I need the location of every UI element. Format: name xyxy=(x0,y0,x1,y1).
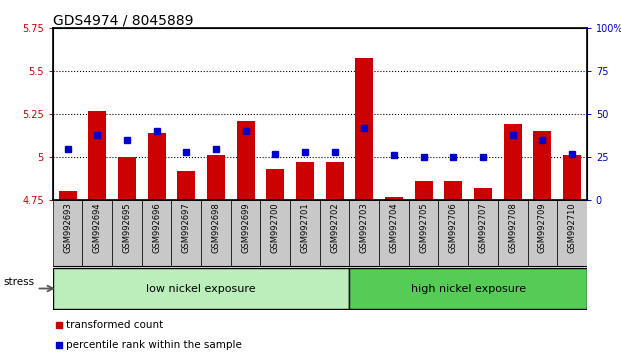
Bar xyxy=(171,200,201,267)
Text: GSM992701: GSM992701 xyxy=(301,203,309,253)
Bar xyxy=(350,268,587,309)
Bar xyxy=(438,200,468,267)
Bar xyxy=(563,155,581,200)
Bar xyxy=(326,162,343,200)
Text: GDS4974 / 8045889: GDS4974 / 8045889 xyxy=(53,13,193,27)
Bar xyxy=(178,171,195,200)
Bar xyxy=(385,196,403,200)
Text: GSM992707: GSM992707 xyxy=(479,203,487,253)
Text: GSM992706: GSM992706 xyxy=(449,203,458,253)
Bar xyxy=(527,200,557,267)
Bar xyxy=(231,200,260,267)
Bar xyxy=(118,157,136,200)
Bar xyxy=(201,200,231,267)
Bar xyxy=(533,131,551,200)
Bar xyxy=(350,200,379,267)
Text: GSM992705: GSM992705 xyxy=(419,203,428,253)
Bar xyxy=(557,200,587,267)
Bar xyxy=(53,200,83,267)
Text: high nickel exposure: high nickel exposure xyxy=(410,284,526,293)
Bar xyxy=(142,200,171,267)
Bar xyxy=(53,268,350,309)
Text: GSM992700: GSM992700 xyxy=(271,203,280,253)
Bar xyxy=(379,200,409,267)
Bar xyxy=(320,200,350,267)
Bar xyxy=(290,200,320,267)
Bar xyxy=(207,155,225,200)
Bar xyxy=(445,181,462,200)
Bar xyxy=(474,188,492,200)
Bar xyxy=(468,200,498,267)
Bar xyxy=(409,200,438,267)
Bar xyxy=(498,200,527,267)
Text: GSM992709: GSM992709 xyxy=(538,203,547,253)
Text: GSM992697: GSM992697 xyxy=(182,203,191,253)
Text: GSM992694: GSM992694 xyxy=(93,203,102,253)
Text: GSM992699: GSM992699 xyxy=(241,203,250,253)
Bar xyxy=(237,121,255,200)
Bar xyxy=(415,181,433,200)
Text: transformed count: transformed count xyxy=(66,320,163,330)
Bar xyxy=(59,192,76,200)
Bar xyxy=(260,200,290,267)
Text: GSM992710: GSM992710 xyxy=(568,203,576,253)
Text: GSM992696: GSM992696 xyxy=(152,203,161,253)
Bar xyxy=(504,125,522,200)
Bar xyxy=(266,169,284,200)
Text: GSM992693: GSM992693 xyxy=(63,203,72,253)
Bar xyxy=(112,200,142,267)
Bar xyxy=(88,111,106,200)
Text: GSM992695: GSM992695 xyxy=(122,203,132,253)
Text: GSM992708: GSM992708 xyxy=(508,203,517,253)
Text: low nickel exposure: low nickel exposure xyxy=(147,284,256,293)
Text: GSM992698: GSM992698 xyxy=(212,203,220,253)
Bar xyxy=(148,133,166,200)
Text: percentile rank within the sample: percentile rank within the sample xyxy=(66,340,242,350)
Text: GSM992704: GSM992704 xyxy=(389,203,399,253)
Text: GSM992703: GSM992703 xyxy=(360,203,369,253)
Bar xyxy=(83,200,112,267)
Bar xyxy=(296,162,314,200)
Text: GSM992702: GSM992702 xyxy=(330,203,339,253)
Bar xyxy=(355,57,373,200)
Text: stress: stress xyxy=(3,277,34,287)
